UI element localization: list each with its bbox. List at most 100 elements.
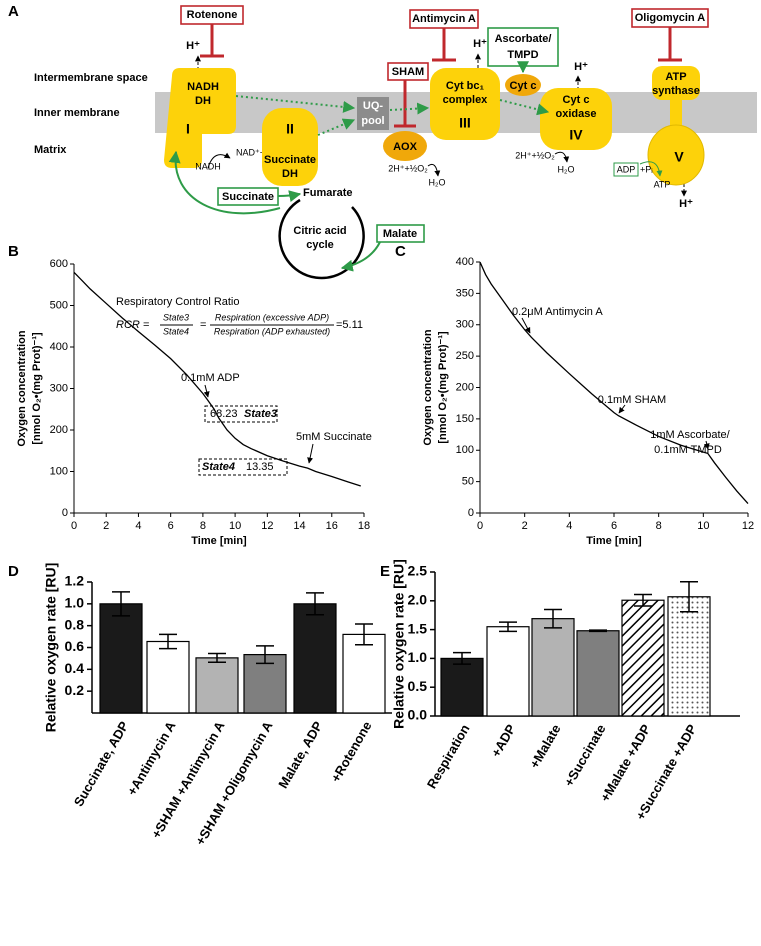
proton: H⁺	[473, 38, 487, 50]
arrow	[340, 241, 381, 272]
x-axis-title: Time [min]	[191, 535, 247, 547]
complex	[262, 108, 318, 186]
y-axis-title: Relative oxygen rate [RU]	[43, 563, 59, 733]
substrate: 2H⁺+½O₂	[388, 163, 428, 173]
substrate: Succinate	[222, 191, 274, 203]
y-tick-label: 150	[456, 413, 474, 425]
product: NAD⁺+H⁺	[236, 147, 277, 157]
y-axis-title: Oxygen concentration	[16, 330, 28, 446]
bar	[531, 618, 575, 717]
y-tick-label: 600	[50, 258, 68, 270]
x-axis-title: Time [min]	[586, 535, 642, 547]
y-tick-label: 0	[62, 507, 68, 519]
x-tick-label: 2	[522, 520, 528, 532]
complex-numeral: I	[186, 121, 190, 137]
electron-flow	[317, 118, 356, 136]
proton: H⁺	[679, 198, 693, 210]
complex-numeral: II	[286, 121, 294, 137]
error-bar	[306, 592, 324, 616]
formula: State4	[163, 326, 189, 336]
complex-name: oxidase	[556, 108, 597, 120]
error-bar	[112, 591, 130, 617]
x-tick-label: 4	[566, 520, 572, 532]
bar	[243, 653, 287, 714]
annotation: 0.1mM ADP	[181, 372, 240, 384]
complex	[647, 124, 705, 186]
panel-label: D	[8, 563, 19, 580]
y-tick-label: 400	[50, 341, 68, 353]
bar	[195, 657, 239, 714]
annotation-box	[204, 405, 278, 423]
annotation: 0.1mM TMPD	[654, 444, 722, 456]
error-bar	[499, 621, 517, 633]
panel-label: A	[8, 3, 19, 20]
y-tick-label: 1.2	[65, 573, 85, 589]
error-bar	[634, 593, 652, 607]
x-tick-label: 0	[71, 520, 77, 532]
y-tick-label: 2.0	[408, 592, 428, 608]
reaction-arrow	[427, 163, 441, 177]
error-bar	[256, 645, 274, 665]
y-axis-title: Relative oxygen rate [RU]	[391, 559, 407, 729]
panel-label: C	[395, 243, 406, 260]
y-tick-label: 0.8	[65, 616, 85, 632]
y-tick-label: 300	[50, 382, 68, 394]
electron-flow	[499, 99, 550, 116]
complex	[670, 100, 682, 126]
annotation-box	[198, 458, 288, 476]
y-axis-title: [nmol O₂•(mg Prot)⁻¹]	[31, 332, 43, 445]
x-tick-label: 10	[697, 520, 709, 532]
substrate: Malate	[383, 228, 417, 240]
y-tick-label: 0.6	[65, 638, 85, 654]
annotation: 5mM Succinate	[296, 431, 372, 443]
proton: H⁺	[186, 40, 200, 52]
substrate-box	[376, 224, 425, 243]
x-tick-label: +Malate	[527, 722, 564, 771]
complex-name: complex	[443, 94, 489, 106]
data-line	[73, 271, 361, 487]
y-tick-label: 2.5	[408, 563, 428, 579]
y-tick-label: 0.4	[65, 660, 85, 676]
substrate: +Pᵢ	[640, 164, 653, 174]
inhibitor-label: Rotenone	[187, 9, 238, 21]
inhibitor-label: SHAM	[392, 66, 424, 78]
inhibitor-box	[387, 62, 429, 81]
donor-box	[487, 27, 559, 67]
uq-label: UQ-	[363, 100, 384, 112]
reaction-arrow	[554, 151, 570, 163]
y-axis-title: Oxygen concentration	[422, 329, 434, 445]
annotation-arrow	[307, 443, 314, 464]
y-tick-label: 500	[50, 299, 68, 311]
complex-numeral: III	[459, 115, 471, 131]
annotation: 0.2μM Antimycin A	[512, 306, 603, 318]
annotation: State4	[202, 461, 235, 473]
annotation-arrow	[618, 404, 626, 414]
annotation-arrow	[703, 440, 710, 450]
y-tick-label: 0.2	[65, 682, 85, 698]
complex-name: Cyt c	[563, 94, 590, 106]
y-tick-label: 1.0	[408, 649, 428, 665]
x-tick-label: 0	[477, 520, 483, 532]
uq-label: pool	[361, 115, 384, 127]
region-label: Matrix	[34, 144, 67, 156]
cyt-c	[505, 74, 541, 96]
bar	[440, 657, 484, 717]
bar	[576, 630, 620, 717]
x-tick-label: +ADP	[488, 721, 519, 759]
complex-name: NADH	[187, 81, 219, 93]
error-bar	[453, 651, 471, 665]
substrate: ADP	[617, 164, 636, 174]
y-tick-label: 300	[456, 319, 474, 331]
complex-name: ATP	[665, 71, 686, 83]
y-tick-label: 200	[50, 424, 68, 436]
y-tick-label: 0	[468, 507, 474, 519]
x-tick-label: Succinate, ADP	[71, 718, 132, 809]
y-tick-label: 0.5	[408, 678, 428, 694]
bar	[486, 626, 530, 717]
x-tick-label: 8	[656, 520, 662, 532]
data-line	[479, 261, 749, 505]
x-tick-label: 8	[200, 520, 206, 532]
annotation-arrow	[521, 317, 531, 334]
substrate: NADH	[195, 161, 221, 171]
y-tick-label: 200	[456, 381, 474, 393]
